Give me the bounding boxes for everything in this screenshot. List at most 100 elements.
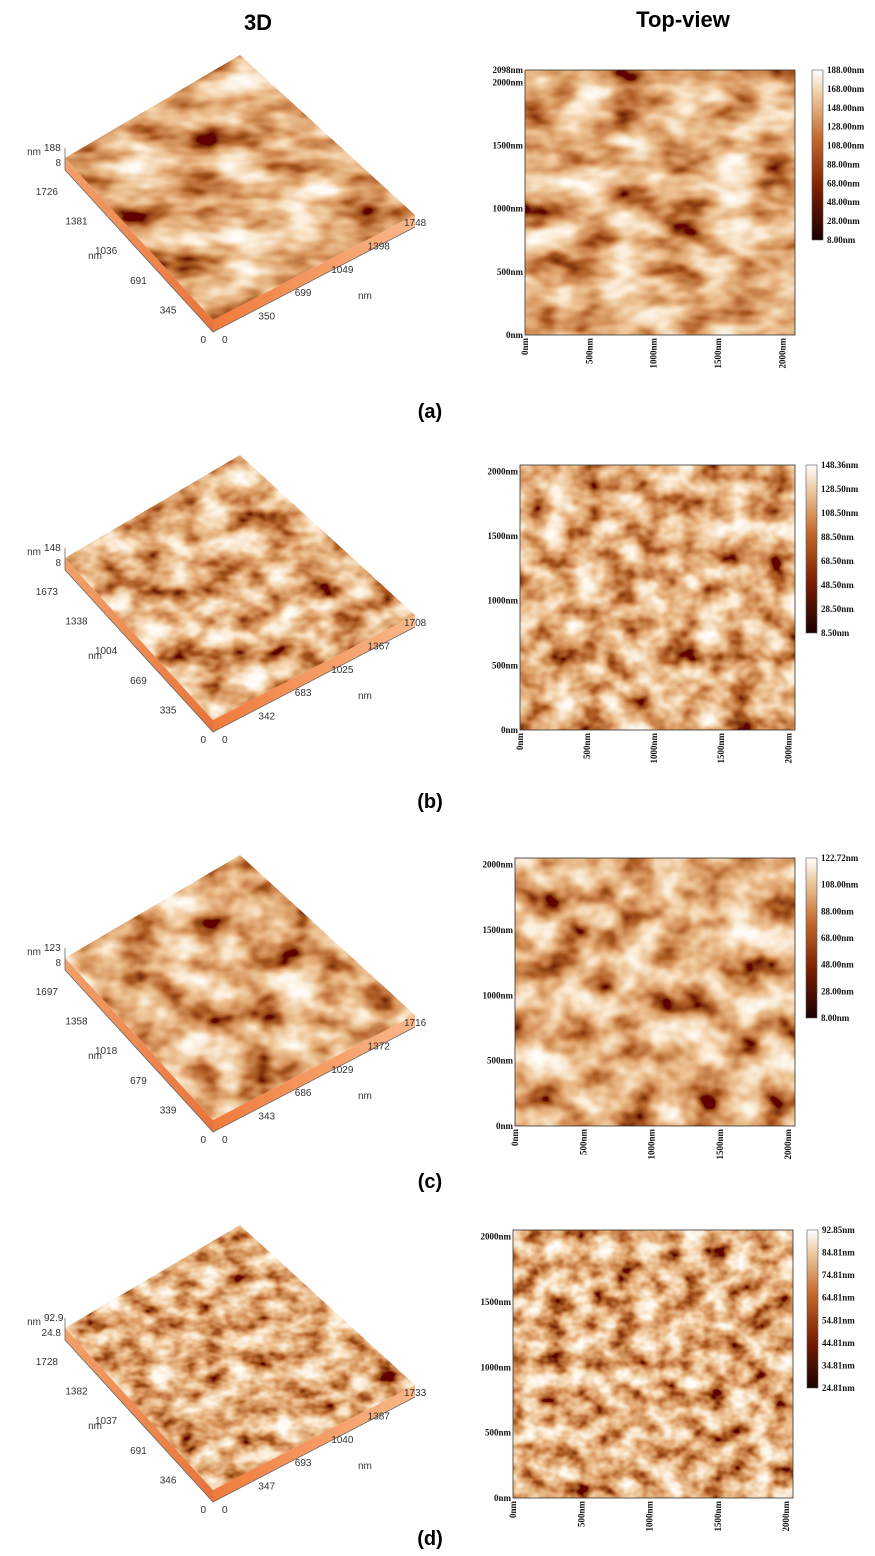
colorbar-label: 8.50nm — [821, 628, 850, 638]
z-min-label: 8 — [55, 558, 61, 569]
x-unit: nm — [358, 291, 372, 302]
y-unit: nm — [88, 1421, 102, 1432]
colorbar-label: 84.81nm — [822, 1248, 855, 1258]
y-tick-label: 1673 — [36, 587, 59, 598]
y-tick-label: 0nm — [496, 1121, 514, 1131]
side-face — [65, 158, 213, 332]
colorbar-label: 28.00nm — [827, 216, 860, 226]
colorbar-label: 88.00nm — [821, 906, 854, 916]
panel-label: (d) — [417, 1528, 443, 1550]
y-tick-label: 0 — [200, 1135, 206, 1146]
x-tick-label: 0 — [222, 735, 228, 746]
x-tick-label: 699 — [295, 288, 312, 299]
axis-line — [64, 948, 416, 1133]
x-tick-label: 0 — [222, 1505, 228, 1516]
colorbar-label: 188.00nm — [827, 65, 865, 75]
x-tick-label: 500nm — [576, 1501, 586, 1528]
x-tick-label: 693 — [295, 1458, 312, 1469]
x-tick-label: 0nm — [515, 733, 525, 751]
y-tick-label: 345 — [160, 305, 177, 316]
x-tick-label: 683 — [295, 688, 312, 699]
y-tick-label: 2000nm — [492, 77, 523, 87]
colorbar-label: 88.00nm — [827, 159, 860, 169]
z-unit: nm — [27, 1317, 41, 1328]
y-tick-label: 1728 — [36, 1357, 59, 1368]
colorbar-label: 168.00nm — [827, 84, 865, 94]
colorbar-label: 48.50nm — [821, 580, 854, 590]
x-tick-label: 1387 — [368, 1411, 391, 1422]
y-unit: nm — [88, 651, 102, 662]
x-tick-label: 1716 — [404, 1018, 427, 1029]
y-tick-label: 669 — [130, 676, 147, 687]
x-tick-label: 1500nm — [716, 733, 726, 764]
y-tick-label: 500nm — [487, 1056, 514, 1066]
y-unit: nm — [88, 251, 102, 262]
x-tick-label: 2000nm — [783, 733, 793, 764]
colorbar-label: 92.85nm — [822, 1225, 855, 1235]
x-tick-label: 1040 — [331, 1435, 354, 1446]
x-tick-label: 1500nm — [713, 338, 723, 369]
x-tick-label: 1500nm — [715, 1129, 725, 1160]
x-tick-label: 500nm — [584, 338, 594, 365]
y-tick-label: 691 — [130, 276, 147, 287]
y-tick-label: 1726 — [36, 187, 59, 198]
y-tick-label: 0nm — [506, 330, 524, 340]
x-tick-label: 0 — [222, 335, 228, 346]
x-unit: nm — [358, 1091, 372, 1102]
y-tick-label: 1000nm — [492, 204, 523, 214]
x-tick-label: 500nm — [578, 1129, 588, 1156]
colorbar-label: 34.81nm — [822, 1360, 855, 1370]
y-tick-label: 1500nm — [492, 141, 523, 151]
top-view-frame — [512, 1229, 794, 1499]
y-tick-label: 1697 — [36, 987, 59, 998]
y-tick-label: 500nm — [497, 267, 524, 277]
x-tick-label: 343 — [258, 1112, 275, 1123]
y-tick-label: 1338 — [65, 617, 88, 628]
y-tick-label: 1036 — [95, 246, 118, 257]
y-tick-label: 1037 — [95, 1416, 118, 1427]
y-tick-label: 1500nm — [487, 531, 518, 541]
x-tick-label: 1000nm — [649, 338, 659, 369]
colorbar-label: 24.81nm — [822, 1383, 855, 1393]
top-view-image — [515, 858, 795, 1126]
x-tick-label: 1049 — [331, 265, 354, 276]
y-tick-label: 2000nm — [487, 466, 518, 476]
y-tick-label: 335 — [160, 705, 177, 716]
colorbar-label: 48.00nm — [827, 197, 860, 207]
y-tick-label: 1381 — [65, 217, 88, 228]
x-tick-label: 350 — [258, 312, 275, 323]
x-tick-label: 1372 — [368, 1041, 391, 1052]
colorbar-label: 122.72nm — [821, 853, 859, 863]
axis-line — [64, 148, 416, 333]
y-tick-label: 2000nm — [482, 860, 513, 870]
colorbar-label: 28.50nm — [821, 604, 854, 614]
y-tick-label: 0 — [200, 1505, 206, 1516]
top-view-image — [525, 70, 795, 335]
z-unit: nm — [27, 547, 41, 558]
y-tick-label: 1358 — [65, 1017, 88, 1028]
y-tick-label: 0nm — [494, 1493, 512, 1503]
colorbar-label: 68.50nm — [821, 556, 854, 566]
colorbar-label: 128.00nm — [827, 122, 865, 132]
y-tick-label: 2098nm — [492, 65, 523, 75]
y-tick-label: 1500nm — [480, 1297, 511, 1307]
top-view-frame — [524, 69, 796, 336]
x-tick-label: 1000nm — [647, 1129, 657, 1160]
top-view-image — [520, 465, 795, 730]
column-header: Top-view — [636, 7, 731, 32]
z-max-label: 148 — [44, 543, 61, 554]
colorbar-label: 54.81nm — [822, 1315, 855, 1325]
colorbar-label: 88.50nm — [821, 532, 854, 542]
side-face — [213, 215, 415, 332]
y-tick-label: 691 — [130, 1446, 147, 1457]
x-tick-label: 0nm — [510, 1129, 520, 1147]
y-tick-label: 0nm — [501, 725, 519, 735]
x-tick-label: 0nm — [508, 1501, 518, 1519]
colorbar-label: 128.50nm — [821, 484, 859, 494]
y-tick-label: 1000nm — [482, 990, 513, 1000]
top-view-frame — [519, 464, 796, 731]
colorbar-label: 28.00nm — [821, 986, 854, 996]
colorbar-label: 48.00nm — [821, 960, 854, 970]
colorbar-label: 68.00nm — [827, 178, 860, 188]
x-tick-label: 2000nm — [777, 338, 787, 369]
